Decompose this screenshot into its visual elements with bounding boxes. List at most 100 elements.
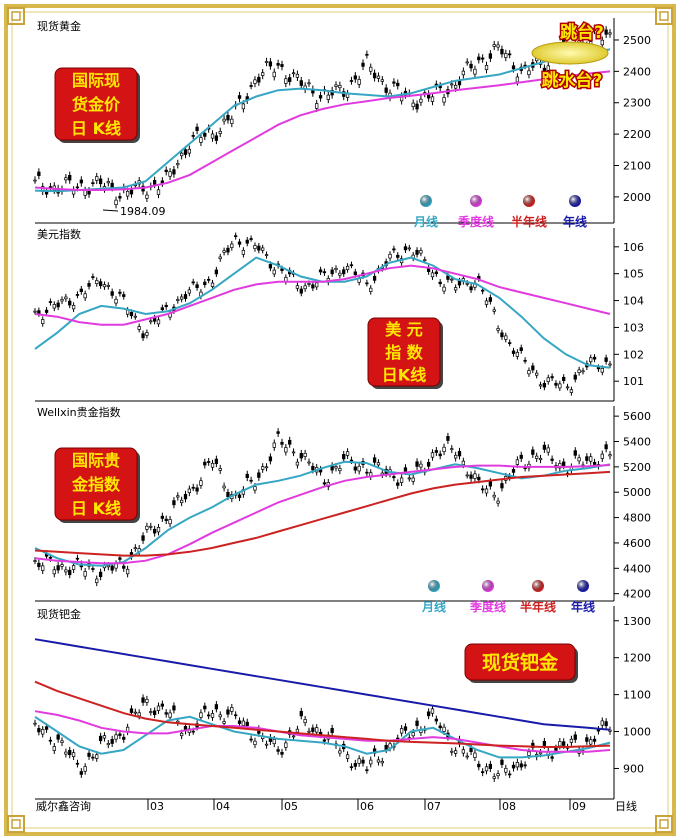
candle-body [577, 457, 581, 462]
y-tick-label: 5200 [623, 461, 651, 474]
candle-body [481, 289, 485, 292]
candle-body [129, 312, 134, 317]
candle-body [465, 474, 469, 477]
candle-body [538, 752, 543, 755]
candle-body [195, 284, 199, 289]
candle-body [218, 256, 222, 260]
candle-body [585, 456, 589, 461]
candle-body [365, 471, 369, 474]
candle-body [349, 459, 354, 462]
candle-body [241, 249, 246, 255]
candle-body [141, 333, 145, 339]
candle-body [276, 749, 280, 752]
candle-body [511, 764, 516, 769]
candle-body [318, 95, 323, 99]
candle-body [500, 483, 504, 489]
candle-body [176, 299, 180, 301]
price-bars [33, 232, 612, 396]
candle-body [496, 328, 500, 331]
candle-body [179, 732, 184, 737]
candle-body [64, 177, 68, 181]
legend-label: 季度线 [457, 214, 494, 229]
candle-body [326, 94, 330, 100]
candle-body [322, 739, 327, 742]
candle-body [295, 461, 300, 466]
candle-body [98, 735, 103, 742]
candle-body [299, 80, 303, 86]
candle-body [554, 747, 558, 751]
y-tick-label: 2100 [623, 160, 651, 173]
candle-body [504, 767, 508, 773]
candle-body [349, 264, 354, 267]
candle-body [334, 466, 338, 469]
candle-body [438, 281, 442, 285]
candle-body [311, 284, 315, 289]
candle-body [585, 737, 589, 742]
candle-body [415, 103, 419, 110]
candle-body [230, 118, 234, 124]
candle-body [415, 720, 419, 726]
candle-body [376, 75, 381, 79]
candle-body [149, 711, 153, 713]
candle-body [299, 288, 303, 294]
candle-body [558, 741, 562, 747]
candle-body [207, 461, 211, 463]
candle-body [546, 377, 550, 382]
annotation-leader [102, 209, 119, 212]
panel-title: 现货黄金 [37, 19, 81, 33]
candle-body [589, 357, 593, 363]
candle-body [210, 133, 215, 139]
candle-body [477, 56, 481, 61]
candle-body [176, 495, 180, 498]
candle-body [64, 296, 68, 300]
candle-body [214, 704, 219, 710]
candle-body [303, 452, 307, 457]
candle-body [369, 287, 373, 292]
candle-body [542, 67, 547, 73]
candle-body [280, 751, 284, 755]
candle-body [60, 299, 64, 302]
candle-body [573, 374, 577, 380]
legend-marker-shine [569, 195, 581, 207]
candle-body [145, 332, 149, 336]
candle-body [207, 714, 211, 717]
candle-body [531, 449, 535, 455]
candle-body [589, 739, 593, 745]
series-line-1 [34, 464, 611, 565]
candle-body [450, 278, 454, 281]
inner-frame [11, 11, 669, 829]
candle-body [37, 310, 41, 315]
candle-body [56, 734, 60, 740]
candle-body [538, 458, 543, 461]
candle-body [515, 76, 520, 83]
candle-body [608, 454, 612, 457]
candle-body [481, 771, 485, 774]
candle-body [168, 171, 172, 177]
candle-body [604, 444, 608, 450]
candle-body [48, 739, 53, 742]
candle-body [56, 302, 60, 308]
candle-body [179, 499, 184, 504]
candle-body [473, 68, 477, 75]
candle-body [245, 721, 249, 726]
candle-body [83, 190, 87, 196]
candle-body [33, 722, 37, 725]
candle-body [330, 269, 334, 275]
candle-body [268, 456, 273, 462]
candle-body [372, 275, 377, 281]
candle-body [465, 61, 469, 64]
candle-body [453, 84, 458, 89]
price-bars [33, 694, 612, 782]
legend-marker-shine [470, 195, 482, 207]
candle-body [106, 743, 110, 746]
legend-label: 季度线 [469, 599, 506, 614]
candle-body [98, 178, 103, 185]
candle-body [79, 288, 83, 292]
candle-body [106, 284, 110, 287]
candle-body [199, 712, 203, 718]
legend-label: 半年线 [511, 214, 547, 229]
candle-body [492, 776, 496, 779]
series-line-1 [34, 70, 611, 191]
label-box [54, 67, 138, 141]
